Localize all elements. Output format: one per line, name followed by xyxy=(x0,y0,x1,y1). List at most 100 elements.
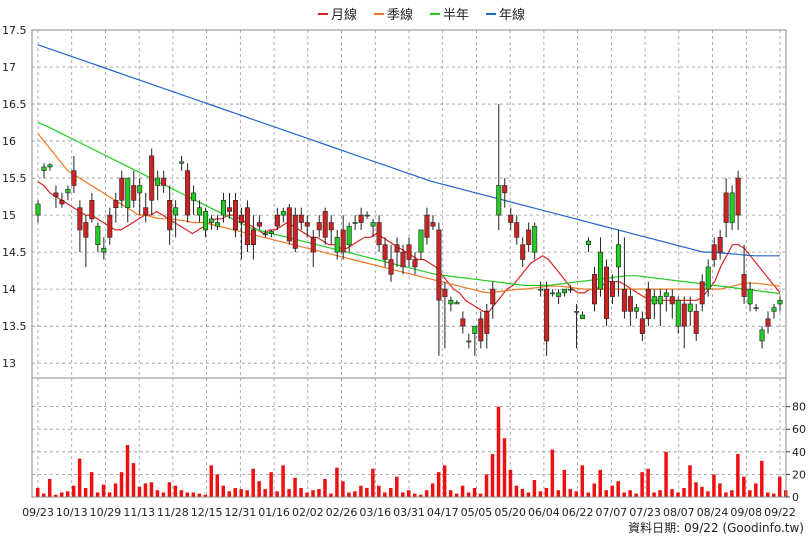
volume-bar xyxy=(646,468,650,497)
volume-bar xyxy=(700,486,704,497)
date-tick-label: 07/07 xyxy=(596,506,628,519)
candle-body xyxy=(77,207,83,231)
volume-bar xyxy=(514,485,519,497)
candle-body xyxy=(472,325,478,334)
volume-bar xyxy=(89,472,94,497)
candle-body xyxy=(310,237,316,253)
volume-bar xyxy=(610,485,614,497)
volume-bar xyxy=(305,492,309,497)
candle-body xyxy=(83,222,89,238)
candle-body xyxy=(777,299,783,305)
date-tick-label: 01/16 xyxy=(258,506,290,519)
candle-body xyxy=(256,222,262,227)
candle-body xyxy=(729,192,735,223)
volume-bar xyxy=(365,487,369,497)
candle-body xyxy=(215,222,221,227)
price-tick-label: 15 xyxy=(2,209,16,222)
candle-body xyxy=(442,288,448,297)
candle-body xyxy=(346,225,352,246)
volume-bar xyxy=(113,483,118,497)
volume-bar xyxy=(203,494,208,497)
candle-body xyxy=(717,237,723,253)
candle-body xyxy=(89,199,95,220)
date-tick-label: 03/31 xyxy=(393,506,425,519)
volume-bar xyxy=(640,472,644,497)
candle-body xyxy=(723,192,729,223)
candle-body xyxy=(550,292,556,295)
volume-bar xyxy=(442,465,447,497)
candle-body xyxy=(538,288,544,291)
date-tick-label: 06/22 xyxy=(562,506,594,519)
volume-bar xyxy=(299,487,303,497)
candle-body xyxy=(35,203,41,216)
candle-body xyxy=(747,288,753,305)
volume-bar xyxy=(580,465,585,497)
volume-bar xyxy=(185,492,190,497)
candle-body xyxy=(526,229,532,246)
date-tick-label: 07/23 xyxy=(629,506,661,519)
volume-bar xyxy=(119,472,124,497)
volume-bar xyxy=(227,491,231,497)
volume-bar xyxy=(574,491,579,497)
volume-bar xyxy=(233,487,237,497)
candle-body xyxy=(119,177,125,201)
volume-bar xyxy=(652,492,656,497)
candle-body xyxy=(137,185,143,194)
date-tick-label: 03/16 xyxy=(359,506,391,519)
candle-body xyxy=(753,307,759,309)
volume-bar xyxy=(245,490,249,497)
candle-body xyxy=(711,244,717,260)
candle-body xyxy=(364,214,370,217)
candle-body xyxy=(502,185,508,194)
volume-bar xyxy=(209,465,214,497)
volume-bar xyxy=(748,490,752,497)
candle-body xyxy=(597,251,603,290)
candle-body xyxy=(352,222,358,224)
legend-label: 季線 xyxy=(387,7,413,23)
volume-bar xyxy=(377,485,381,497)
volume-bars xyxy=(36,406,788,497)
volume-bar xyxy=(371,468,375,497)
candle-body xyxy=(394,244,400,253)
candle-body xyxy=(173,207,179,216)
candle-body xyxy=(286,207,292,242)
candle-body xyxy=(609,281,615,297)
candle-body xyxy=(388,259,394,275)
volume-bar xyxy=(221,485,225,497)
volume-tick-label: 80 xyxy=(792,401,806,414)
date-tick-label: 08/07 xyxy=(663,506,695,519)
ma-line xyxy=(37,44,780,257)
candle-body xyxy=(562,288,568,294)
volume-bar xyxy=(131,463,136,497)
candle-body xyxy=(203,211,209,231)
candle-body xyxy=(328,222,334,231)
candle-body xyxy=(197,207,203,216)
candle-body xyxy=(334,237,340,253)
candle-body xyxy=(556,292,562,297)
candle-body xyxy=(340,229,346,253)
candle-body xyxy=(244,207,250,246)
volume-bar xyxy=(83,487,88,497)
volume-bar xyxy=(101,484,106,497)
candle-body xyxy=(412,259,418,268)
volume-bar xyxy=(161,492,166,497)
volume-bar xyxy=(454,493,459,497)
date-tick-label: 11/28 xyxy=(157,506,189,519)
legend-label: 年線 xyxy=(499,7,525,23)
volume-bar xyxy=(490,454,495,497)
candle-body xyxy=(53,192,59,197)
candle-body xyxy=(615,244,621,268)
legend-label: 半年 xyxy=(443,8,469,23)
volume-bar xyxy=(36,487,40,497)
volume-tick-label: 40 xyxy=(792,446,806,459)
volume-tick-label: 60 xyxy=(792,423,806,436)
price-tick-label: 14 xyxy=(2,283,16,296)
volume-bar xyxy=(550,449,555,497)
candle-body xyxy=(669,296,675,305)
volume-bar xyxy=(95,492,100,497)
candle-body xyxy=(209,218,215,223)
candle-body xyxy=(454,302,460,305)
price-tick-label: 14.5 xyxy=(2,246,27,259)
volume-bar xyxy=(544,487,549,497)
candle-body xyxy=(765,318,771,327)
